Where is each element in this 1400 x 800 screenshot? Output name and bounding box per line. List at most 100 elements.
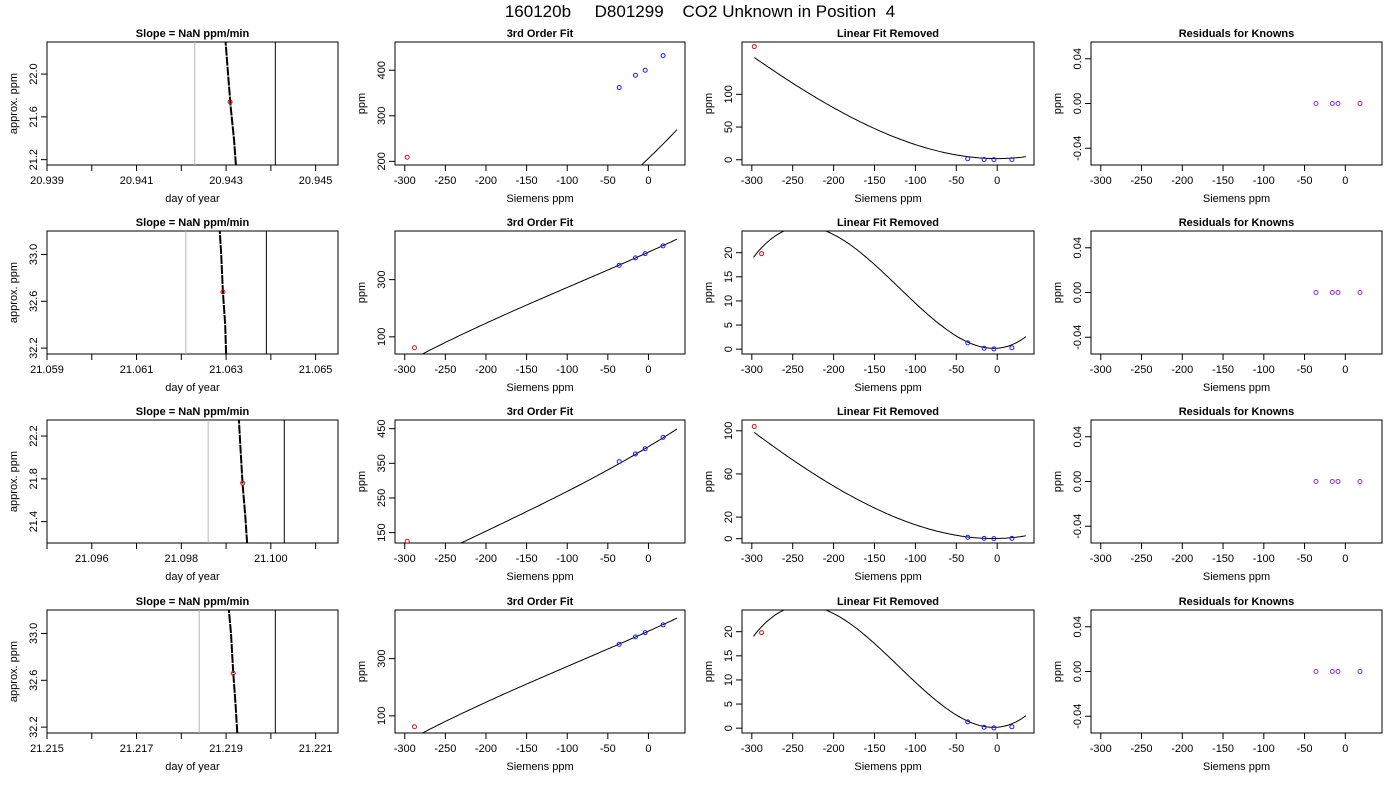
panel-title: 3rd Order Fit [507,406,574,418]
plot-frame [741,41,1035,166]
known-point [1335,479,1341,484]
y-axis-label: ppm [703,282,715,303]
x-tick-label: -250 [434,175,456,187]
x-tick-label: -300 [394,553,416,565]
known-point [965,719,971,725]
y-axis-label: ppm [356,661,368,682]
known-point [660,434,666,440]
y-axis-label: ppm [356,282,368,303]
x-tick-label: -250 [782,553,804,565]
fit-curve [753,231,1027,349]
panel-title: Slope = NaN ppm/min [136,406,250,418]
y-tick-label: 0.00 [1072,282,1084,303]
plot-area [1313,669,1363,674]
x-tick-label: -200 [1171,175,1193,187]
y-tick-label: 5 [723,322,735,328]
plot-area [1313,290,1363,295]
y-tick-label: 300 [376,649,388,667]
known-point [1335,101,1341,106]
x-tick-label: -150 [1212,364,1234,376]
x-tick-label: -100 [556,364,578,376]
y-tick-label: -0.04 [1072,325,1084,350]
plot-area [404,428,678,543]
x-tick-label: -200 [475,553,497,565]
x-tick-label: -150 [1212,553,1234,565]
unknown-point [759,251,765,257]
x-tick-label: -150 [516,364,538,376]
y-tick-label: 300 [376,107,388,125]
plot-frame [46,41,339,166]
panel-title: 3rd Order Fit [507,28,574,40]
x-tick-label: -300 [1090,553,1112,565]
x-axis-label: Siemens ppm [1203,571,1270,583]
x-tick-label: 0 [645,364,651,376]
x-tick-label: 0 [994,553,1000,565]
y-tick-label: 33.0 [28,623,40,644]
y-tick-label: 5 [723,701,735,707]
y-axis-label: ppm [1052,661,1064,682]
x-tick-label: 21.215 [30,743,64,755]
x-tick-label: -200 [1171,743,1193,755]
x-tick-label: 20.941 [120,175,154,187]
x-tick-label: -150 [516,553,538,565]
y-tick-label: 0.04 [1072,426,1084,447]
unknown-marker-point [240,480,246,486]
x-tick-label: -200 [823,553,845,565]
plot-area [198,610,276,733]
x-tick-label: -300 [741,553,763,565]
y-tick-label: 20 [723,511,735,523]
known-point [991,725,997,731]
y-tick-label: 0 [723,725,735,731]
data-trace [224,42,237,165]
plot-area [404,53,678,165]
known-point [1329,101,1335,106]
panel-r1c4: Residuals for Knowns Siemens ppm ppm -300 -2… [1052,28,1383,205]
x-tick-label: -250 [1131,364,1153,376]
y-axis-label: ppm [1052,282,1064,303]
unknown-point [759,630,765,636]
x-tick-label: -100 [1253,364,1275,376]
x-tick-label: 21.221 [299,743,333,755]
x-tick-label: -200 [475,743,497,755]
x-axis-label: day of year [165,193,220,205]
fit-curve [753,610,1027,728]
x-tick-label: -300 [1090,175,1112,187]
x-tick-label: -300 [741,175,763,187]
plot-frame [394,41,686,166]
y-tick-label: 60 [723,468,735,480]
x-tick-label: 21.098 [164,553,198,565]
x-tick-label: -100 [904,364,926,376]
x-tick-label: -50 [600,364,616,376]
unknown-point [751,44,757,50]
x-tick-label: -50 [600,553,616,565]
x-tick-label: -300 [394,364,416,376]
x-tick-label: -200 [823,175,845,187]
x-axis-label: Siemens ppm [1203,382,1270,394]
panel-title: Linear Fit Removed [837,217,939,229]
unknown-marker-point [220,289,226,295]
known-point [1329,290,1335,295]
x-tick-label: 0 [645,743,651,755]
known-point [965,534,971,540]
panel-r2c2: 3rd Order Fit Siemens ppm ppm -300 -250 -200 -… [356,217,686,394]
known-point [1329,669,1335,674]
x-tick-label: -150 [863,175,885,187]
known-point [616,262,622,268]
y-tick-label: 15 [723,650,735,662]
known-point [965,156,971,162]
panel-title: Slope = NaN ppm/min [136,28,250,40]
x-tick-label: -100 [556,175,578,187]
y-tick-label: 21.2 [28,149,40,170]
x-tick-label: 20.943 [209,175,243,187]
y-tick-label: 250 [376,489,388,507]
fit-curve [421,238,678,354]
y-tick-label: 22.2 [28,425,40,446]
x-tick-label: -100 [904,175,926,187]
x-tick-label: -150 [863,364,885,376]
panel-title: Residuals for Knowns [1179,596,1295,608]
y-tick-label: 0 [723,346,735,352]
y-axis-label: ppm [703,661,715,682]
x-tick-label: -150 [516,743,538,755]
panel-r2c1: Slope = NaN ppm/min day of year approx. pp… [8,217,339,394]
x-tick-label: -250 [782,743,804,755]
